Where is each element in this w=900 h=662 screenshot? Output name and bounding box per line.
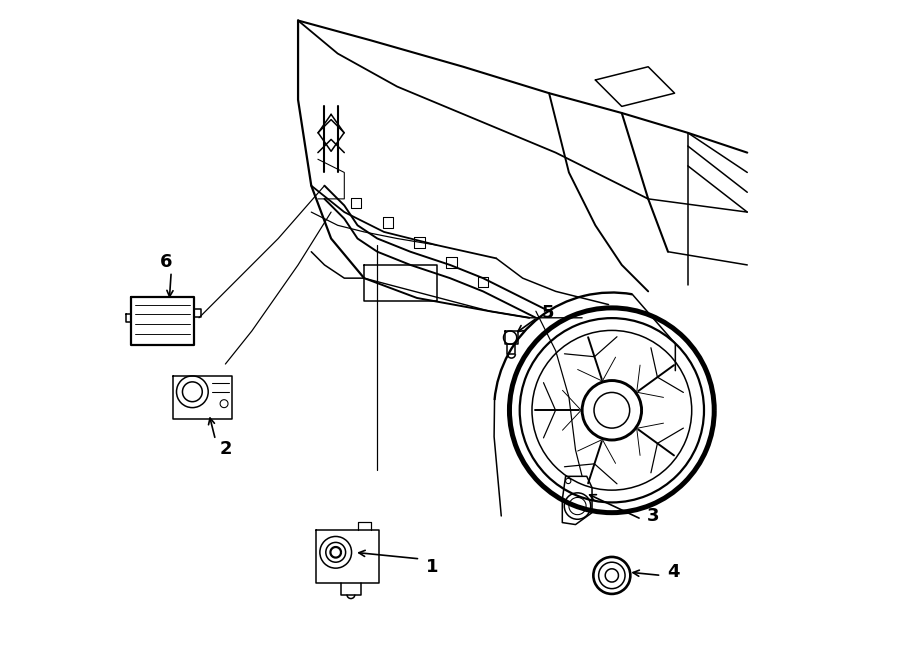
Text: 3: 3: [647, 507, 660, 525]
Text: 5: 5: [542, 303, 554, 322]
Text: 1: 1: [426, 558, 438, 576]
Text: 6: 6: [159, 254, 172, 271]
Text: 4: 4: [667, 563, 680, 581]
Text: 2: 2: [220, 440, 232, 458]
